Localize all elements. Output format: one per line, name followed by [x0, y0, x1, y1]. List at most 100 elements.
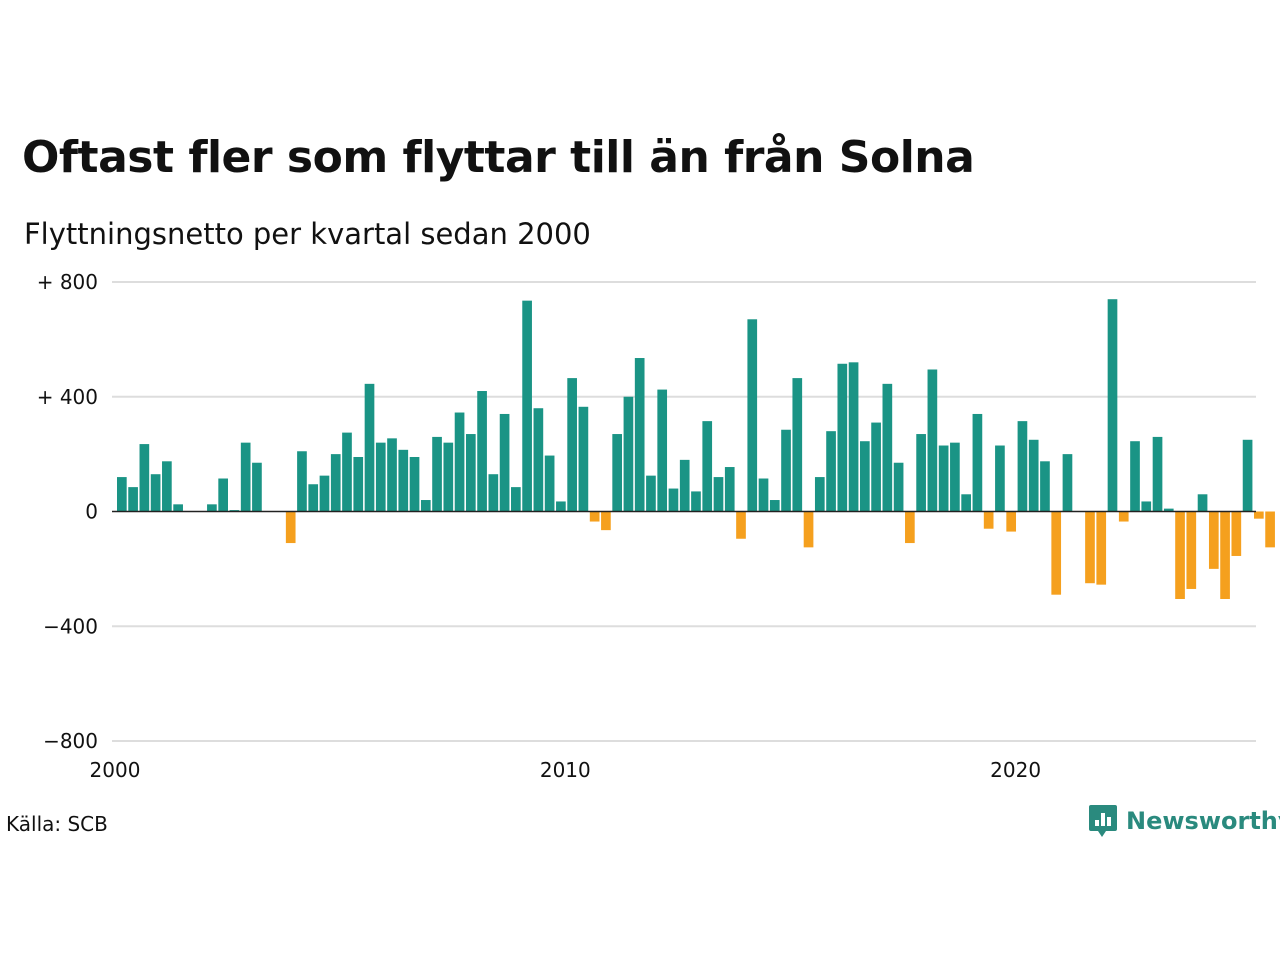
- x-tick-label: 2010: [540, 758, 591, 780]
- bar: [668, 488, 679, 512]
- bar: [1141, 501, 1152, 512]
- bar: [1130, 441, 1140, 512]
- bar: [612, 434, 623, 512]
- bar: [139, 444, 150, 512]
- bar: [465, 434, 476, 512]
- bar: [1197, 494, 1208, 512]
- bar: [432, 436, 442, 512]
- bar: [589, 511, 600, 522]
- bar: [814, 477, 825, 512]
- bar: [601, 511, 611, 531]
- y-tick-label: + 400: [37, 385, 98, 409]
- bar: [679, 459, 690, 512]
- bar: [398, 449, 409, 512]
- bar: [488, 474, 499, 512]
- bar: [837, 363, 848, 512]
- bar: [1006, 511, 1017, 532]
- bar: [736, 511, 746, 539]
- bar: [826, 431, 836, 512]
- bar: [511, 487, 521, 512]
- bar: [240, 442, 251, 512]
- bar: [499, 413, 510, 512]
- y-tick-label: 0: [85, 500, 98, 524]
- bar: [1051, 511, 1062, 595]
- y-tick-label: + 800: [37, 270, 98, 294]
- bar: [544, 455, 555, 512]
- source-label: Källa: SCB: [6, 812, 108, 836]
- bar: [950, 442, 960, 512]
- bar: [859, 441, 870, 512]
- bar: [1186, 511, 1197, 589]
- newsworthy-logo: Newsworthy: [1088, 804, 1280, 838]
- bar: [938, 445, 949, 512]
- bar: [207, 504, 217, 512]
- bar: [285, 511, 296, 544]
- bar: [769, 500, 780, 512]
- bar: [848, 362, 859, 512]
- bar: [713, 477, 724, 512]
- bar: [691, 491, 701, 512]
- bar: [1242, 439, 1253, 512]
- bar: [995, 445, 1005, 512]
- bar: [330, 454, 341, 512]
- bar: [882, 383, 893, 512]
- bar: [420, 500, 431, 512]
- bar: [578, 406, 589, 512]
- bar-chart: + 800 + 400 0 −400 −800 2000 2010 2020: [37, 270, 1275, 780]
- bar: [1265, 511, 1275, 548]
- bar: [409, 456, 420, 512]
- bar: [1118, 511, 1129, 522]
- bar: [308, 484, 319, 512]
- bar: [905, 511, 915, 544]
- bar: [477, 391, 487, 512]
- bar: [1175, 511, 1185, 599]
- bar: [443, 442, 454, 512]
- bar: [567, 378, 577, 512]
- bar: [454, 412, 465, 512]
- bar: [522, 300, 532, 512]
- bar: [353, 456, 364, 512]
- bar: [128, 487, 138, 512]
- bar: [387, 438, 397, 512]
- logo-bar-3: [1107, 817, 1111, 826]
- bar: [150, 474, 161, 512]
- bar: [319, 475, 330, 512]
- bar: [1085, 511, 1095, 584]
- bar: [375, 442, 386, 512]
- chart-subtitle: Flyttningsnetto per kvartal sedan 2000: [24, 217, 591, 251]
- y-tick-label: −800: [43, 729, 98, 753]
- bar: [1231, 511, 1242, 556]
- bar: [724, 467, 735, 512]
- x-tick-label: 2000: [90, 758, 141, 780]
- bar: [1220, 511, 1230, 599]
- newsworthy-logo-icon: [1089, 805, 1117, 837]
- bar: [218, 478, 228, 512]
- bar: [533, 408, 544, 512]
- bar: [657, 389, 668, 512]
- bar: [173, 504, 183, 512]
- logo-bar-1: [1095, 820, 1099, 826]
- bar: [871, 422, 881, 512]
- bar: [252, 462, 262, 512]
- bar: [1040, 461, 1050, 512]
- brand-name: Newsworthy: [1126, 807, 1280, 835]
- x-tick-label: 2020: [990, 758, 1041, 780]
- bar: [1152, 436, 1163, 512]
- bar: [1028, 439, 1039, 512]
- bar: [646, 475, 656, 512]
- bar: [1017, 421, 1028, 512]
- bar: [1208, 511, 1219, 569]
- bar: [342, 432, 352, 512]
- bar: [634, 358, 645, 512]
- bar: [702, 421, 713, 512]
- bar: [792, 378, 803, 512]
- bar: [983, 511, 994, 529]
- bar: [972, 413, 983, 512]
- bar: [297, 451, 307, 512]
- bar: [961, 494, 971, 512]
- bar: [1254, 511, 1264, 519]
- bar: [364, 383, 375, 512]
- bar: [1107, 299, 1118, 512]
- bar: [117, 477, 127, 512]
- bar: [162, 461, 172, 512]
